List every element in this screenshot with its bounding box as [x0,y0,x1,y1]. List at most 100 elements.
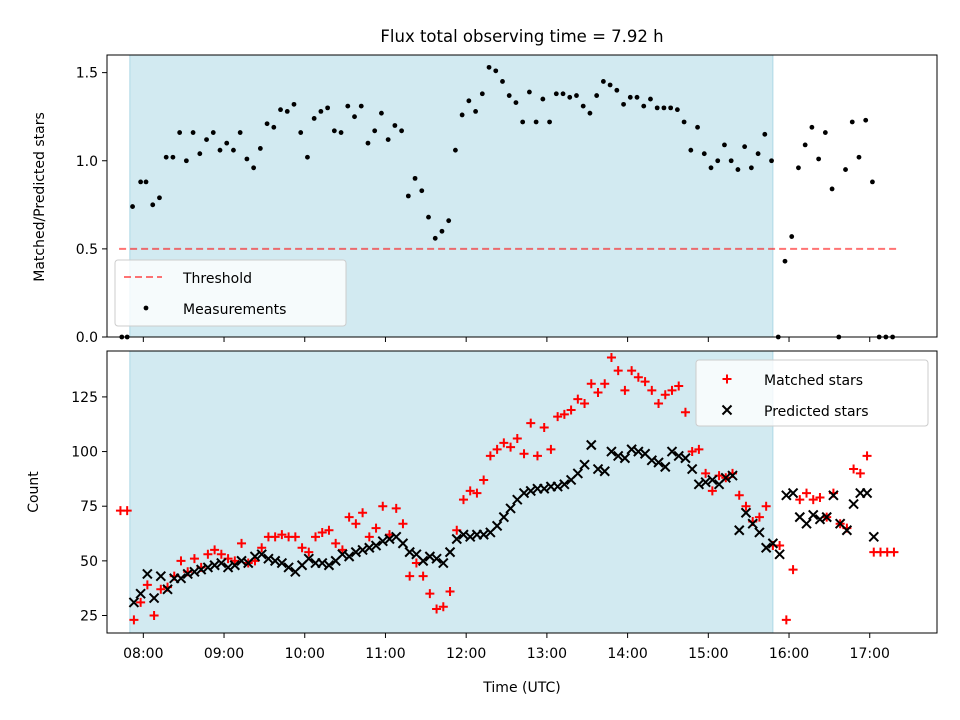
measurement-point [742,144,748,150]
measurement-point [748,165,754,171]
predicted-star-point [727,470,738,481]
legend-threshold-label: Threshold [182,271,252,287]
measurement-point [493,68,499,74]
matched-star-point [512,433,522,443]
measurement-point [540,96,546,102]
matched-star-point [358,508,368,518]
measurement-point [627,94,633,100]
legend-measurements-swatch [143,305,149,311]
measurement-point [412,175,418,181]
predicted-star-point [559,479,570,490]
predicted-star-point [686,463,698,475]
predicted-star-point [350,546,362,558]
predicted-star-point [612,450,624,462]
matched-star-point [142,580,152,590]
predicted-star-point [303,553,314,564]
bottom-legend: Matched stars Predicted stars [695,359,929,427]
predicted-star-point [861,487,873,499]
measurement-point [183,158,189,164]
matched-star-point [317,527,327,537]
measurement-point [728,158,734,164]
matched-star-point [573,394,583,404]
predicted-star-point [626,444,637,455]
matched-star-point [707,486,717,496]
matched-star-point [654,398,664,408]
measurement-point [641,103,647,109]
predicted-star-point [424,551,436,562]
measurement-point [257,146,263,151]
predicted-star-point [148,592,160,604]
measurement-point [789,234,795,239]
x-axis-label: Time (UTC) [482,680,560,696]
measurement-point [197,151,203,157]
legend-box [114,259,347,327]
predicted-star-point [364,542,375,553]
matched-star-point [620,385,630,395]
matched-star-point [849,464,859,474]
predicted-star-point [760,542,772,553]
measurement-point [190,130,196,135]
measurement-point [358,103,364,109]
x-tick-label: 15:00 [688,646,728,662]
predicted-star-point [868,531,879,543]
y-tick-label: 0.0 [76,330,98,346]
measurement-point [500,79,505,84]
y-tick-label: 1.0 [76,154,98,170]
measurement-point [446,218,452,224]
matched-star-point [189,554,199,564]
matched-star-point [627,366,637,376]
measurement-point [217,147,223,153]
predicted-star-point [370,540,382,551]
matched-star-point [398,519,408,529]
predicted-star-point [283,562,294,573]
matched-star-point [606,353,616,363]
plot-frame [106,350,938,634]
predicted-star-point [720,472,732,483]
measurement-point [305,154,310,160]
matched-star-point [479,475,489,485]
matched-star-point [499,438,509,448]
matched-star-point [418,571,428,581]
x-tick-label: 11:00 [365,646,405,662]
predicted-star-point [592,463,604,475]
predicted-star-point [142,568,153,580]
predicted-star-point [269,555,281,567]
measurement-point [843,167,848,172]
predicted-star-point [417,555,429,567]
measurement-point [553,91,559,97]
predicted-star-point [209,560,220,571]
predicted-star-point [787,487,799,499]
matched-star-point [519,449,529,459]
measurement-point [385,137,391,143]
matched-star-point [351,519,361,529]
y-tick-label: 50 [80,554,98,570]
measurement-point [722,142,727,148]
measurement-point [506,93,512,98]
legend-box [695,359,929,427]
measurement-point [661,105,667,111]
measurement-point [150,202,156,208]
measurement-point [688,147,694,153]
measurement-point [163,154,169,160]
matched-star-point [546,444,556,454]
measurement-point [278,107,283,113]
predicted-star-point [660,461,671,473]
predicted-star-point [586,439,597,451]
predicted-star-point [263,553,274,564]
measurement-point [574,93,579,98]
measurement-point [372,128,378,134]
measurement-point [533,119,539,125]
matched-star-point [277,530,287,540]
y-tick-label: 0.5 [76,242,98,258]
predicted-star-point [343,551,355,562]
predicted-star-point [337,549,348,560]
matched-star-point [411,558,421,568]
measurement-point [695,124,700,130]
predicted-star-point [465,531,476,543]
predicted-star-point [189,566,200,577]
measurement-point [587,110,593,116]
matched-star-point [734,490,744,500]
predicted-star-point [478,529,489,540]
matched-star-point [680,407,690,417]
measurement-point [520,119,526,125]
